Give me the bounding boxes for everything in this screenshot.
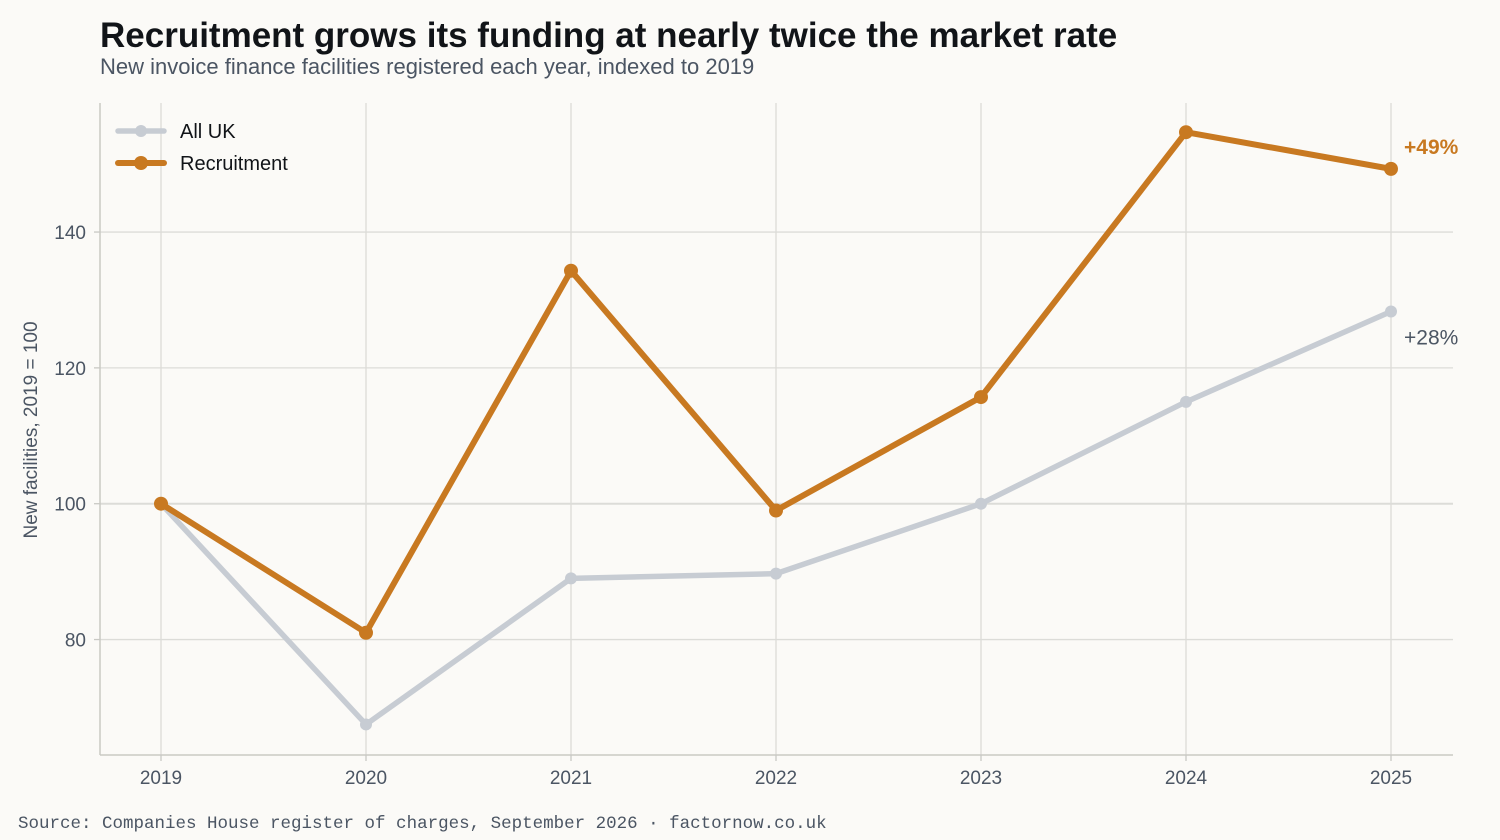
x-tick-label: 2024	[1165, 768, 1208, 789]
source-note: Source: Companies House register of char…	[18, 814, 827, 834]
axes: 80 100 120 140 2019 2020 2021 2022 2023 2024 2025	[54, 103, 1453, 789]
y-tick-label: 140	[54, 223, 86, 244]
data-point-all-uk-2025	[1385, 305, 1397, 318]
x-tick-label: 2023	[960, 768, 1002, 789]
y-axis-title: New facilities, 2019 = 100	[21, 321, 42, 538]
x-tick-label: 2022	[755, 768, 797, 789]
data-point-recruitment-2025	[1384, 161, 1398, 176]
data-point-recruitment-2020	[359, 625, 373, 640]
legend-marker-all-uk	[135, 125, 147, 137]
data-point-recruitment-2019	[154, 496, 168, 511]
data-point-all-uk-2020	[360, 718, 372, 731]
x-tick-label: 2020	[345, 768, 387, 789]
x-tick-label: 2025	[1370, 768, 1412, 789]
data-point-all-uk-2022	[770, 567, 782, 580]
data-point-recruitment-2022	[769, 503, 783, 518]
y-tick-label: 80	[65, 631, 86, 652]
legend-label-all-uk: All UK	[180, 121, 236, 143]
legend-marker-recruitment	[134, 156, 148, 170]
legend-label-recruitment: Recruitment	[180, 153, 288, 175]
x-tick-label: 2021	[550, 768, 592, 789]
chart-title: Recruitment grows its funding at nearly …	[100, 16, 1118, 55]
data-point-all-uk-2021	[565, 572, 577, 585]
grid-lines	[100, 103, 1453, 755]
chart-subtitle: New invoice finance facilities registere…	[100, 54, 755, 79]
data-point-all-uk-2023	[975, 497, 987, 510]
end-label-all-uk: +28%	[1404, 327, 1458, 350]
data-point-recruitment-2024	[1179, 125, 1193, 140]
data-point-recruitment-2021	[564, 263, 578, 278]
legend: All UK Recruitment	[115, 121, 288, 175]
y-tick-label: 100	[54, 495, 86, 516]
series-lines: +49% +28%	[154, 125, 1459, 731]
y-tick-label: 120	[54, 359, 86, 380]
data-point-recruitment-2023	[974, 390, 988, 405]
data-point-all-uk-2024	[1180, 395, 1192, 408]
end-label-recruitment: +49%	[1404, 136, 1459, 159]
x-tick-label: 2019	[140, 768, 182, 789]
